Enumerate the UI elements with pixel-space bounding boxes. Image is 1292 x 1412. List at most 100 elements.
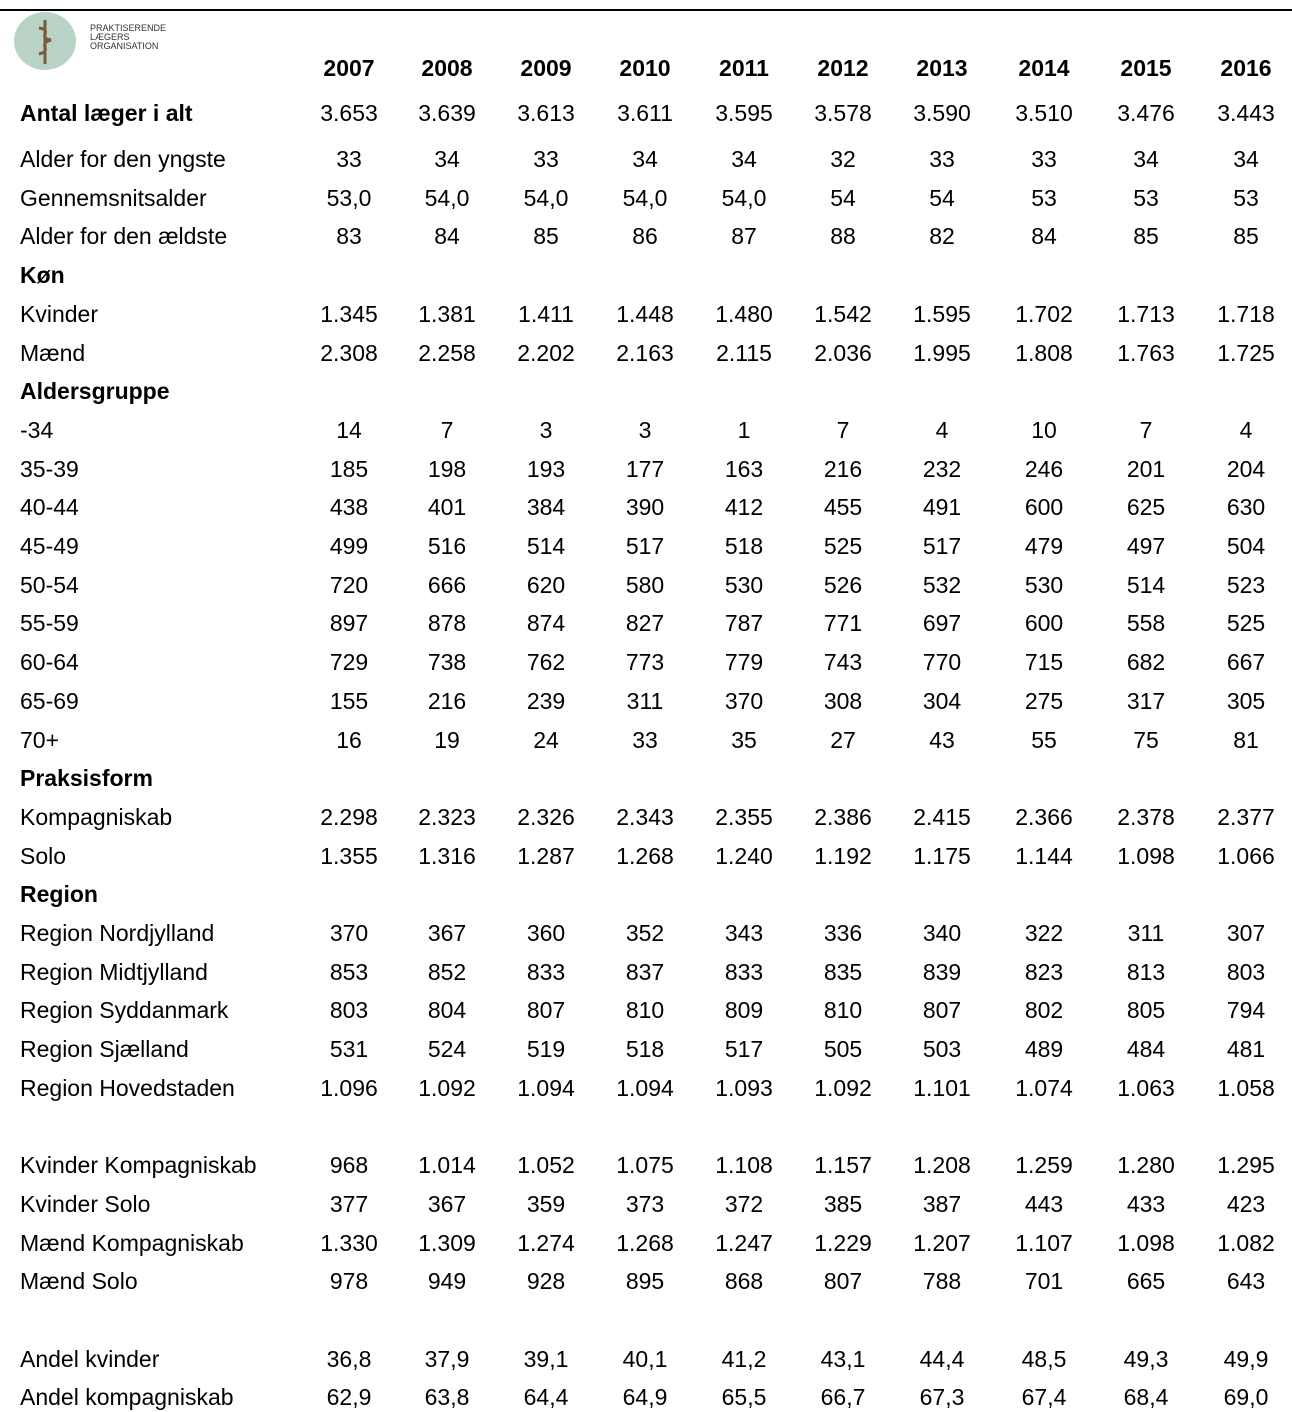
cell: 2.415 <box>913 803 971 830</box>
cell: 810 <box>625 997 665 1024</box>
cell: 16 <box>336 726 362 753</box>
cell: 620 <box>526 571 566 598</box>
cell: 1.268 <box>616 1229 674 1256</box>
cell: 1.713 <box>1117 300 1175 327</box>
row-label: 35-39 <box>20 455 79 482</box>
cell: 7 <box>1139 416 1153 443</box>
column-header: 2008 <box>421 55 473 81</box>
cell: 928 <box>526 1268 566 1295</box>
cell: 384 <box>526 494 566 521</box>
cell: 491 <box>922 494 962 521</box>
cell: 2.366 <box>1015 803 1073 830</box>
cell: 1.052 <box>517 1152 575 1179</box>
cell: 86 <box>632 223 658 250</box>
cell: 1.345 <box>320 300 378 327</box>
cell: 377 <box>329 1190 369 1217</box>
cell: 67,3 <box>919 1384 965 1411</box>
cell: 34 <box>1233 146 1259 172</box>
cell: 1.280 <box>1117 1152 1175 1179</box>
cell: 62,9 <box>326 1384 372 1411</box>
top-rule <box>0 9 1292 11</box>
column-header: 2009 <box>520 55 572 81</box>
cell: 1.247 <box>715 1229 773 1256</box>
row-label: Region Hovedstaden <box>20 1074 235 1101</box>
cell: 2.036 <box>814 339 872 366</box>
cell: 390 <box>625 494 665 521</box>
row-label: Alder for den yngste <box>20 146 226 172</box>
cell: 43,1 <box>820 1345 866 1372</box>
cell: 530 <box>724 571 764 598</box>
logo-line: ORGANISATION <box>90 41 159 51</box>
cell: 630 <box>1226 494 1266 521</box>
cell: 835 <box>823 958 863 985</box>
row-label: 50-54 <box>20 571 79 598</box>
cell: 336 <box>823 920 863 946</box>
cell: 65,5 <box>721 1384 767 1411</box>
cell: 3.653 <box>320 100 378 126</box>
cell: 53 <box>1133 184 1159 211</box>
cell: 352 <box>625 920 665 946</box>
cell: 311 <box>1127 920 1165 946</box>
cell: 75 <box>1133 726 1159 753</box>
cell: 1.094 <box>517 1074 575 1101</box>
cell: 1.229 <box>814 1229 872 1256</box>
cell: 1.268 <box>616 842 674 869</box>
row-label: Andel kvinder <box>20 1345 160 1372</box>
row-label: Alder for den ældste <box>20 223 228 250</box>
cell: 35 <box>731 726 757 753</box>
column-header: 2007 <box>323 55 375 81</box>
cell: 839 <box>922 958 962 985</box>
column-header: 2015 <box>1120 55 1172 81</box>
cell: 177 <box>625 455 665 482</box>
cell: 37,9 <box>424 1345 470 1372</box>
cell: 34 <box>731 146 757 172</box>
cell: 1.411 <box>518 300 574 327</box>
cell: 484 <box>1126 1036 1166 1063</box>
row-label: Region Midtjylland <box>20 958 208 985</box>
row-label: 65-69 <box>20 687 79 714</box>
cell: 530 <box>1024 571 1064 598</box>
cell: 44,4 <box>919 1345 965 1372</box>
cell: 33 <box>336 146 362 172</box>
cell: 682 <box>1126 649 1166 676</box>
cell: 878 <box>427 610 467 637</box>
cell: 14 <box>336 416 362 443</box>
cell: 1.309 <box>418 1229 476 1256</box>
row-label: 40-44 <box>20 494 79 521</box>
cell: 53 <box>1031 184 1057 211</box>
cell: 82 <box>929 223 955 250</box>
cell: 1.480 <box>715 300 773 327</box>
cell: 85 <box>1233 223 1259 250</box>
cell: 40,1 <box>622 1345 668 1372</box>
cell: 7 <box>440 416 454 443</box>
cell: 516 <box>427 533 467 559</box>
cell: 802 <box>1024 997 1064 1024</box>
cell: 33 <box>929 146 955 172</box>
cell: 1.725 <box>1217 339 1275 366</box>
cell: 2.298 <box>320 803 378 830</box>
cell: 24 <box>533 726 559 753</box>
row-label: Gennemsnitsalder <box>20 184 207 211</box>
cell: 246 <box>1024 455 1064 482</box>
cell: 3.510 <box>1015 100 1073 126</box>
cell: 787 <box>724 610 764 637</box>
cell: 41,2 <box>721 1345 767 1372</box>
cell: 2.163 <box>616 339 674 366</box>
cell: 216 <box>823 455 863 482</box>
cell: 853 <box>329 958 369 985</box>
cell: 625 <box>1126 494 1166 521</box>
cell: 66,7 <box>820 1384 866 1411</box>
cell: 1.094 <box>616 1074 674 1101</box>
cell: 2.386 <box>814 803 872 830</box>
cell: 1.098 <box>1117 842 1175 869</box>
cell: 370 <box>329 920 369 946</box>
cell: 762 <box>526 649 566 676</box>
cell: 455 <box>823 494 863 521</box>
cell: 517 <box>922 533 962 559</box>
cell: 2.355 <box>715 803 773 830</box>
cell: 1.092 <box>814 1074 872 1101</box>
cell: 2.115 <box>716 339 772 366</box>
cell: 1.075 <box>616 1152 674 1179</box>
logo-line: PRAKTISERENDE <box>90 23 167 33</box>
